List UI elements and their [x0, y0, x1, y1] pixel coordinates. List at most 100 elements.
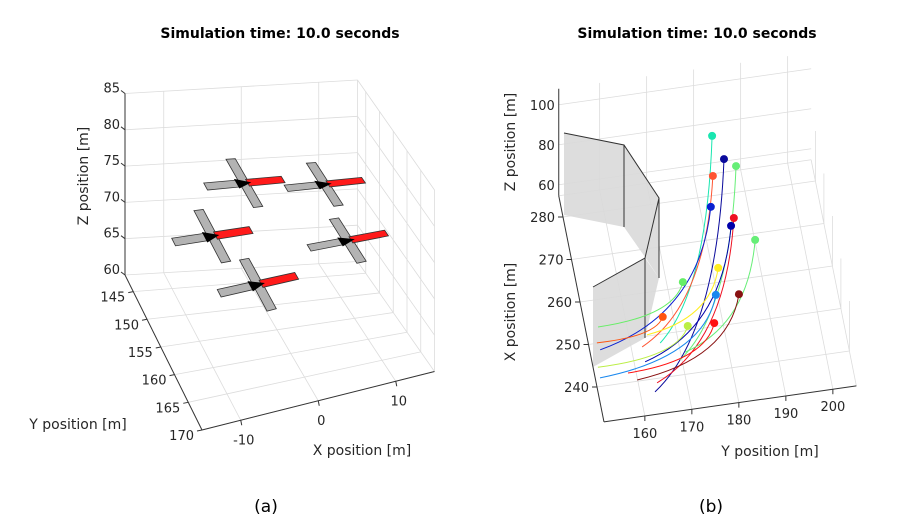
gridline [558, 68, 812, 106]
trajectories [596, 131, 760, 393]
trajectory-line [600, 206, 712, 351]
gridline [318, 263, 397, 382]
subplot-b: 60 80 100 240 250 260 270 280 160 170 180 190 200 Si… [503, 26, 857, 517]
gridline [558, 108, 812, 146]
drone-body [233, 178, 252, 189]
z-tick-label: 65 [103, 227, 120, 242]
drone-marker [714, 263, 723, 272]
tick-mark [141, 318, 148, 321]
gridline [357, 152, 435, 263]
z-tick-label: 100 [530, 99, 555, 114]
gridline [188, 351, 421, 403]
gridline [740, 169, 787, 396]
y-tick-label: 170 [169, 429, 194, 444]
z-tick-label: 60 [103, 263, 120, 278]
trajectory-line [685, 239, 756, 353]
gridline [160, 312, 394, 348]
drone-front-arm [212, 226, 254, 240]
drone [171, 209, 254, 264]
drone-body [247, 281, 265, 292]
gridline [146, 292, 380, 320]
drone [283, 162, 367, 207]
x-tick-label: 250 [556, 339, 581, 354]
drone-front-arm [244, 175, 286, 187]
ylabel-a: Y position [m] [28, 417, 126, 433]
tick-mark [196, 429, 203, 432]
x-tick-label: 270 [539, 254, 564, 269]
y-axis-line [124, 274, 203, 431]
ylabel-b-yposition: Y position [m] [720, 444, 818, 460]
y-tick-label: 160 [632, 427, 657, 442]
tick-labels-b: 60 80 100 240 250 260 270 280 160 170 180 190 200 [530, 99, 845, 442]
gridline [163, 272, 242, 421]
gridline [174, 331, 408, 376]
drone-marker [678, 278, 687, 287]
tick-mark [155, 346, 161, 349]
drone-marker [751, 235, 760, 244]
gridline [357, 188, 435, 300]
drone-front-arm [258, 272, 300, 288]
subplot-label-b: (b) [699, 497, 723, 517]
xlabel-a: X position [m] [313, 443, 412, 459]
y-tick-label: 170 [679, 420, 704, 435]
tick-mark [395, 381, 398, 387]
drone-marker [710, 319, 719, 328]
drone-marker [732, 162, 741, 171]
zlabel-b: Z position [m] [503, 93, 519, 192]
title-b: Simulation time: 10.0 seconds [577, 26, 816, 42]
xlabel-b-xposition: X position [m] [503, 263, 519, 362]
grid-b [558, 56, 857, 417]
z-tick-label: 70 [103, 190, 120, 205]
drone-marker [719, 155, 728, 164]
tick-mark [120, 126, 126, 131]
x-axis-line [558, 195, 605, 422]
tick-mark [120, 162, 126, 167]
subplot-label-a: (a) [254, 497, 278, 517]
drone-marker [727, 221, 736, 230]
axes-b [558, 88, 857, 423]
gridline [810, 159, 857, 386]
gridline [787, 163, 834, 390]
x-tick-label: 280 [530, 211, 555, 226]
y-tick-label: 160 [142, 374, 167, 389]
x-tick-label: 10 [390, 394, 407, 409]
drones [171, 158, 390, 312]
trajectory-line [644, 225, 732, 363]
trajectory-line [627, 322, 715, 374]
drone-marker [708, 131, 717, 140]
trajectory-line [656, 217, 735, 384]
z-tick-label: 75 [103, 154, 120, 169]
x-tick-label: 240 [564, 381, 589, 396]
trajectory-line [599, 294, 717, 379]
obstacle-panel [624, 145, 659, 278]
y-tick-label: 200 [820, 400, 845, 415]
tick-mark [128, 291, 134, 294]
drone [306, 217, 390, 264]
drone-marker [658, 312, 667, 321]
y-tick-label: 155 [128, 346, 153, 361]
y-axis-line [603, 385, 857, 423]
drone-front-arm [325, 176, 367, 188]
drone-marker [706, 202, 715, 211]
gridline [571, 223, 824, 260]
tick-mark [317, 400, 320, 406]
tick-mark [240, 420, 243, 426]
tick-mark [120, 271, 126, 276]
grid-a [124, 79, 435, 431]
tick-mark [120, 235, 126, 240]
trajectory-line [597, 281, 684, 328]
tick-mark [120, 198, 126, 203]
gridline [357, 116, 435, 227]
trajectory-line [646, 267, 719, 336]
axes-a [120, 90, 435, 432]
z-tick-label: 80 [538, 139, 555, 154]
tick-mark [169, 374, 175, 377]
drone-marker [729, 213, 738, 222]
obstacle-panel [593, 258, 659, 367]
y-tick-label: 165 [155, 401, 180, 416]
drone-marker [734, 290, 743, 299]
y-tick-label: 190 [773, 407, 798, 422]
title-a: Simulation time: 10.0 seconds [160, 26, 399, 42]
z-tick-label: 85 [103, 82, 120, 97]
y-tick-label: 180 [726, 414, 751, 429]
